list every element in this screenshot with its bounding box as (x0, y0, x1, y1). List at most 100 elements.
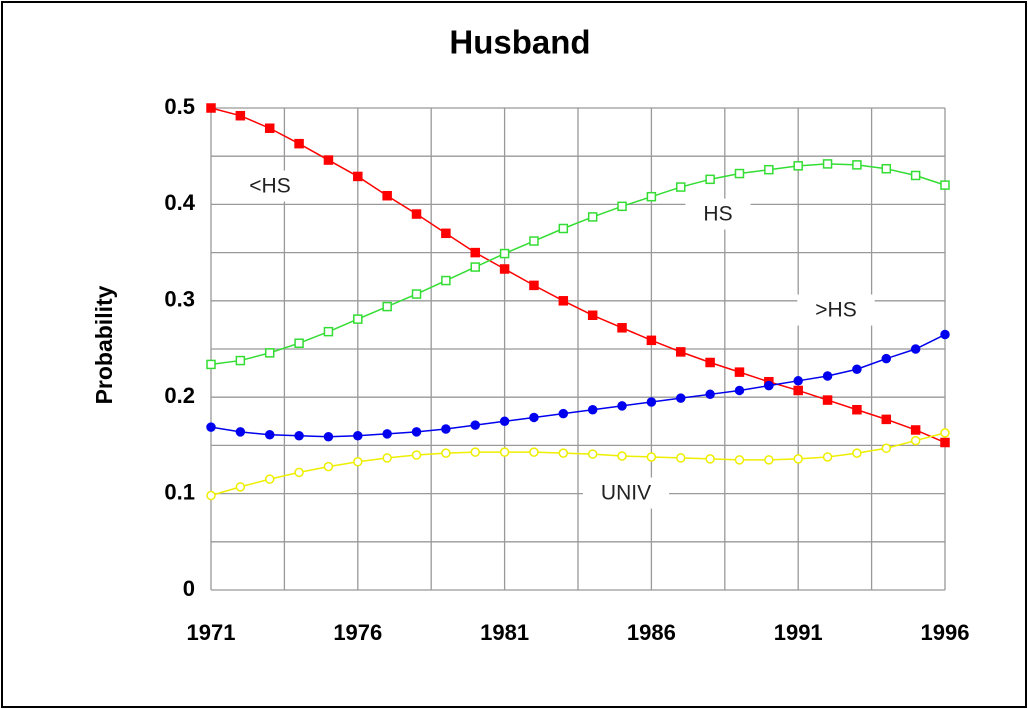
marker (764, 164, 774, 175)
x-tick-label: 1976 (333, 620, 382, 645)
series-label: >HS (815, 299, 856, 322)
marker (881, 353, 892, 364)
marker (558, 448, 569, 458)
marker (206, 490, 216, 501)
series-label-bg (231, 170, 309, 202)
marker (470, 247, 480, 258)
marker (499, 416, 510, 427)
marker (529, 236, 539, 246)
series-label-bg (582, 477, 670, 509)
marker (411, 450, 422, 460)
marker (940, 428, 950, 438)
marker (734, 367, 745, 377)
series-label: HS (703, 203, 732, 226)
marker (587, 310, 598, 321)
marker (910, 435, 921, 446)
marker (822, 371, 833, 381)
marker (910, 170, 921, 181)
marker (852, 404, 862, 415)
marker (705, 357, 715, 368)
marker (499, 248, 510, 259)
marker (705, 174, 715, 185)
marker (323, 431, 334, 442)
marker (264, 123, 275, 133)
marker (676, 453, 686, 463)
marker (323, 155, 334, 165)
series (206, 103, 950, 448)
marker (587, 449, 598, 459)
series-label: <HS (249, 175, 290, 198)
series-label-bg (685, 198, 751, 230)
marker (323, 326, 334, 337)
series-label: UNIV (601, 482, 651, 505)
marker (940, 329, 950, 340)
series (206, 329, 950, 442)
x-tick-label: 1971 (187, 620, 236, 645)
y-tick-label: 0 (183, 576, 195, 601)
marker (294, 431, 304, 441)
marker (441, 228, 451, 239)
marker (411, 209, 422, 219)
marker (441, 424, 451, 434)
marker (617, 401, 627, 411)
series-label-bg (797, 294, 875, 326)
marker (793, 454, 803, 464)
y-tick-label: 0.4 (164, 190, 195, 215)
marker (499, 264, 510, 274)
marker (852, 160, 862, 170)
marker (206, 103, 216, 113)
marker (881, 163, 892, 174)
x-tick-label: 1996 (921, 620, 970, 645)
marker (441, 275, 451, 286)
marker (705, 389, 715, 400)
series (206, 428, 950, 501)
marker (764, 455, 774, 465)
x-tick-label: 1981 (480, 620, 529, 645)
marker (294, 338, 304, 348)
series (206, 159, 950, 370)
marker (646, 191, 657, 202)
marker (587, 212, 598, 222)
marker (793, 376, 803, 386)
marker (382, 453, 392, 463)
marker (294, 467, 304, 478)
marker (852, 448, 862, 458)
marker (587, 404, 598, 415)
marker (235, 110, 246, 121)
marker (910, 344, 921, 354)
marker (617, 451, 627, 461)
marker (705, 454, 715, 464)
marker (529, 280, 539, 291)
marker (206, 359, 216, 370)
marker (764, 380, 774, 391)
marker (353, 171, 363, 182)
marker (353, 431, 363, 441)
marker (734, 168, 745, 179)
marker (617, 201, 627, 212)
marker (822, 159, 833, 169)
marker (558, 296, 569, 306)
marker (294, 138, 304, 149)
marker (881, 443, 892, 454)
marker (353, 457, 363, 467)
marker (411, 427, 422, 437)
marker (264, 348, 275, 358)
line (210, 163, 946, 366)
x-tick-label: 1986 (627, 620, 676, 645)
marker (822, 395, 833, 405)
y-tick-label: 0.5 (164, 94, 195, 119)
y-axis-label: Probability (91, 285, 117, 404)
marker (206, 422, 216, 432)
marker (264, 474, 275, 484)
marker (646, 452, 657, 462)
line (210, 107, 946, 444)
marker (793, 161, 803, 171)
chart-title: Husband (449, 24, 590, 61)
y-tick-label: 0.1 (164, 479, 195, 504)
marker (910, 425, 921, 435)
marker (235, 482, 246, 492)
marker (617, 323, 627, 333)
marker (382, 190, 392, 201)
